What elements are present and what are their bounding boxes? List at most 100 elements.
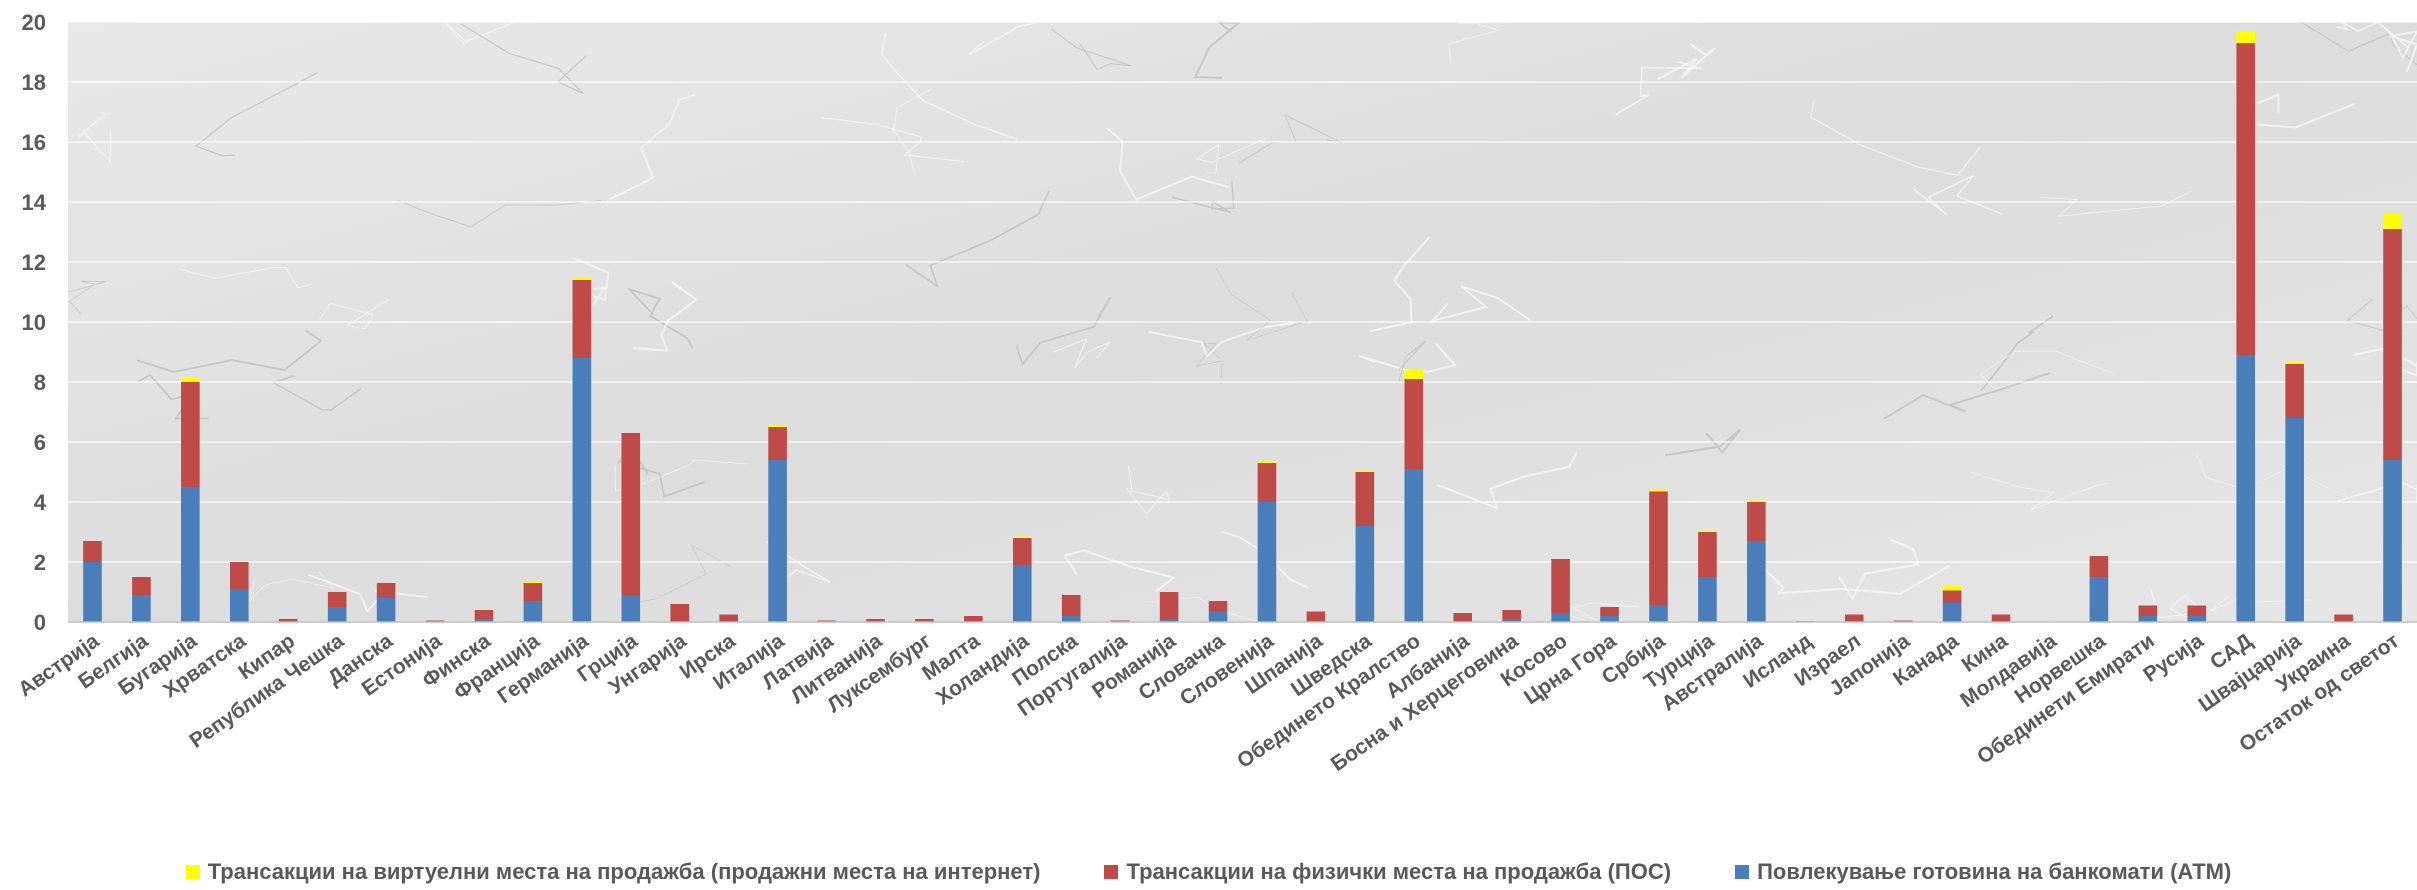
- bar-segment[interactable]: [1453, 613, 1473, 622]
- bar-segment[interactable]: [1649, 490, 1668, 492]
- bar-segment[interactable]: [2285, 361, 2304, 364]
- bar-segment[interactable]: [2383, 214, 2402, 229]
- legend-item-online[interactable]: Трансакции на виртуелни места на продажб…: [185, 859, 1040, 885]
- bar-segment[interactable]: [278, 619, 298, 622]
- bar-segment[interactable]: [1208, 601, 1228, 612]
- bar-segment[interactable]: [1942, 586, 1962, 591]
- bar-segment[interactable]: [1404, 469, 1424, 622]
- bar-segment[interactable]: [572, 280, 592, 358]
- y-tick-label: 16: [22, 130, 46, 155]
- bar-segment[interactable]: [915, 619, 934, 622]
- bar-segment[interactable]: [1942, 602, 1962, 623]
- bar-segment[interactable]: [1747, 500, 1766, 503]
- bar-segment[interactable]: [474, 610, 494, 619]
- bar-segment[interactable]: [181, 377, 200, 383]
- bar-segment[interactable]: [1257, 463, 1277, 502]
- bar-segment[interactable]: [572, 358, 592, 622]
- bar-segment[interactable]: [2138, 616, 2158, 622]
- bar-segment[interactable]: [181, 382, 200, 487]
- bar-segment[interactable]: [83, 541, 102, 562]
- legend-item-atm[interactable]: Повлекување готовина на банкомати (АТМ): [1735, 859, 2231, 885]
- y-tick-label: 18: [22, 70, 46, 95]
- bar-segment[interactable]: [1600, 616, 1619, 622]
- marble-vein: [136, 329, 323, 373]
- bar-segment[interactable]: [523, 601, 543, 622]
- bar-segment[interactable]: [1355, 526, 1375, 622]
- legend-label-pos: Трансакции на физички места на продажба …: [1126, 859, 1672, 884]
- bar-segment[interactable]: [866, 619, 885, 622]
- bar-segment[interactable]: [1844, 614, 1864, 623]
- bar-segment[interactable]: [1159, 619, 1179, 622]
- bar-segment[interactable]: [83, 562, 102, 622]
- bar-segment[interactable]: [181, 487, 200, 622]
- marble-vein: [194, 72, 318, 157]
- bar-segment[interactable]: [621, 433, 641, 595]
- bar-segment[interactable]: [768, 427, 787, 460]
- bar-segment[interactable]: [229, 562, 249, 589]
- bar-segment[interactable]: [1061, 595, 1081, 616]
- bar-segment[interactable]: [229, 589, 249, 622]
- bar-segment[interactable]: [2285, 418, 2304, 622]
- bar-segment[interactable]: [1942, 590, 1962, 603]
- bar-segment[interactable]: [2089, 556, 2109, 577]
- bar-segment[interactable]: [2285, 364, 2304, 418]
- bar-segment[interactable]: [1600, 607, 1619, 616]
- bar-segment[interactable]: [1159, 592, 1179, 619]
- bar-segment[interactable]: [768, 425, 787, 428]
- marble-vein: [397, 199, 601, 228]
- bar-segment[interactable]: [2187, 605, 2207, 617]
- bar-segment[interactable]: [1551, 559, 1570, 613]
- bar-segment[interactable]: [2236, 43, 2256, 355]
- bar-segment[interactable]: [768, 460, 787, 622]
- bar-segment[interactable]: [1306, 611, 1326, 623]
- bar-segment[interactable]: [1502, 610, 1521, 619]
- bar-segment[interactable]: [1698, 530, 1717, 533]
- bar-segment[interactable]: [1404, 379, 1424, 469]
- bar-segment[interactable]: [964, 616, 983, 622]
- bar-segment[interactable]: [2089, 577, 2109, 622]
- bar-segment[interactable]: [670, 604, 690, 622]
- bar-segment[interactable]: [1747, 502, 1766, 541]
- bar-segment[interactable]: [523, 583, 543, 601]
- bar-segment[interactable]: [572, 277, 592, 280]
- bar-segment[interactable]: [2383, 229, 2402, 460]
- bar-segment[interactable]: [1257, 461, 1277, 464]
- bar-segment[interactable]: [1012, 565, 1032, 622]
- bar-segment[interactable]: [376, 583, 396, 598]
- bar-segment[interactable]: [2138, 605, 2158, 617]
- bar-segment[interactable]: [1649, 605, 1668, 623]
- bar-segment[interactable]: [1991, 614, 2011, 623]
- bar-segment[interactable]: [474, 619, 494, 622]
- bar-segment[interactable]: [327, 592, 347, 607]
- bar-segment[interactable]: [132, 577, 151, 595]
- marble-vein: [2040, 190, 2192, 217]
- bar-segment[interactable]: [523, 581, 543, 584]
- bar-segment[interactable]: [1747, 541, 1766, 622]
- bar-segment[interactable]: [2383, 460, 2402, 622]
- bar-segment[interactable]: [1698, 532, 1717, 577]
- marble-vein: [1979, 350, 2114, 390]
- bar-segment[interactable]: [376, 598, 396, 622]
- bar-segment[interactable]: [1012, 536, 1032, 539]
- bar-segment[interactable]: [1208, 611, 1228, 623]
- bar-segment[interactable]: [1355, 470, 1375, 473]
- bar-segment[interactable]: [1649, 491, 1668, 606]
- bar-segment[interactable]: [2236, 31, 2256, 43]
- legend-item-pos[interactable]: Трансакции на физички места на продажба …: [1104, 859, 1671, 885]
- bar-segment[interactable]: [1061, 616, 1081, 622]
- bar-segment[interactable]: [719, 614, 738, 623]
- bar-segment[interactable]: [2236, 355, 2256, 622]
- bar-segment[interactable]: [1257, 502, 1277, 622]
- bar-segment[interactable]: [1404, 370, 1424, 379]
- bar-segment[interactable]: [2187, 616, 2207, 622]
- bar-segment[interactable]: [2334, 614, 2353, 623]
- legend-swatch-online: [185, 865, 200, 879]
- bar-segment[interactable]: [621, 595, 641, 622]
- bar-segment[interactable]: [132, 595, 151, 622]
- bar-segment[interactable]: [327, 607, 347, 622]
- bar-segment[interactable]: [1502, 619, 1521, 622]
- bar-segment[interactable]: [1355, 472, 1375, 526]
- bar-segment[interactable]: [1551, 613, 1570, 622]
- bar-segment[interactable]: [1698, 577, 1717, 622]
- bar-segment[interactable]: [1012, 538, 1032, 565]
